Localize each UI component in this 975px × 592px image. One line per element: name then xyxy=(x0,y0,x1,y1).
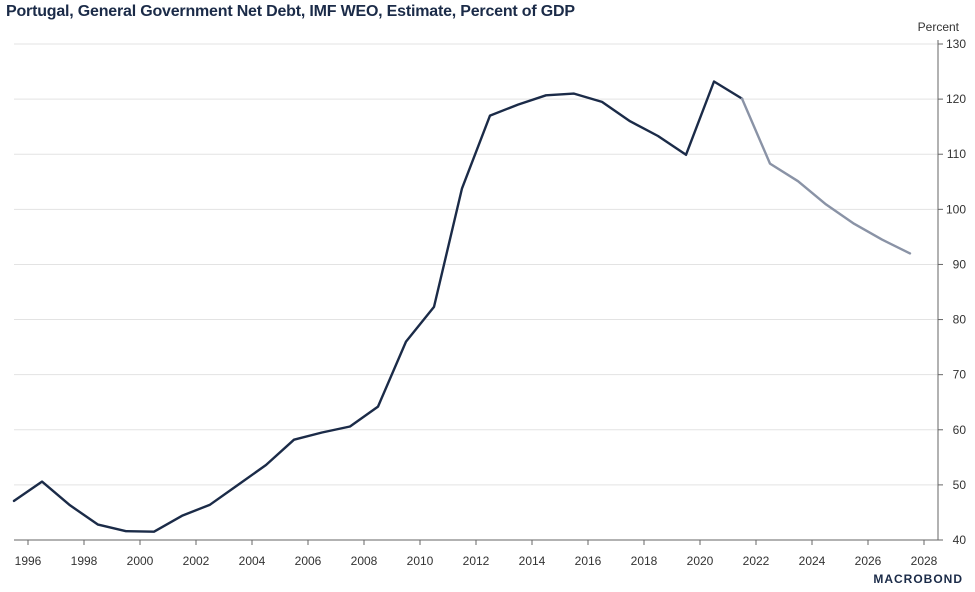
y-tick-label: 40 xyxy=(953,533,967,547)
x-tick-label: 2016 xyxy=(575,554,602,568)
series-line-actual xyxy=(12,80,744,533)
y-tick-label: 130 xyxy=(946,37,966,51)
series-line-estimate xyxy=(740,97,912,255)
y-axis-ticks: 40 50 60 70 80 90 100 110 120 130 xyxy=(938,37,966,547)
x-tick-label: 1996 xyxy=(15,554,42,568)
x-tick-label: 2008 xyxy=(351,554,378,568)
y-tick-label: 120 xyxy=(946,92,966,106)
y-axis-unit-label: Percent xyxy=(917,20,959,34)
x-tick-label: 2024 xyxy=(799,554,826,568)
y-tick-label: 110 xyxy=(947,147,966,161)
y-tick-label: 90 xyxy=(953,257,967,271)
x-tick-label: 2002 xyxy=(183,554,210,568)
x-tick-label: 2020 xyxy=(687,554,714,568)
x-tick-label: 2018 xyxy=(631,554,658,568)
macrobond-logo: MACROBOND xyxy=(873,572,963,586)
x-tick-label: 2010 xyxy=(407,554,434,568)
y-tick-label: 50 xyxy=(953,478,967,492)
y-tick-label: 80 xyxy=(953,313,967,327)
x-tick-label: 2022 xyxy=(743,554,770,568)
x-tick-label: 2014 xyxy=(519,554,546,568)
x-tick-label: 2000 xyxy=(127,554,154,568)
gridlines xyxy=(14,43,938,541)
x-axis-ticks: 1996 1998 2000 2002 2004 2006 2008 2010 2012 2014… xyxy=(15,540,938,568)
x-tick-label: 2004 xyxy=(239,554,266,568)
y-tick-label: 70 xyxy=(953,368,967,382)
y-tick-label: 100 xyxy=(946,202,966,216)
x-tick-label: 2026 xyxy=(855,554,882,568)
y-tick-label: 60 xyxy=(953,423,967,437)
x-tick-label: 2012 xyxy=(463,554,490,568)
chart-title: Portugal, General Government Net Debt, I… xyxy=(6,3,575,20)
axes xyxy=(14,40,939,541)
x-tick-label: 2028 xyxy=(911,554,938,568)
x-tick-label: 1998 xyxy=(71,554,98,568)
x-tick-label: 2006 xyxy=(295,554,322,568)
series-lines xyxy=(12,80,912,533)
